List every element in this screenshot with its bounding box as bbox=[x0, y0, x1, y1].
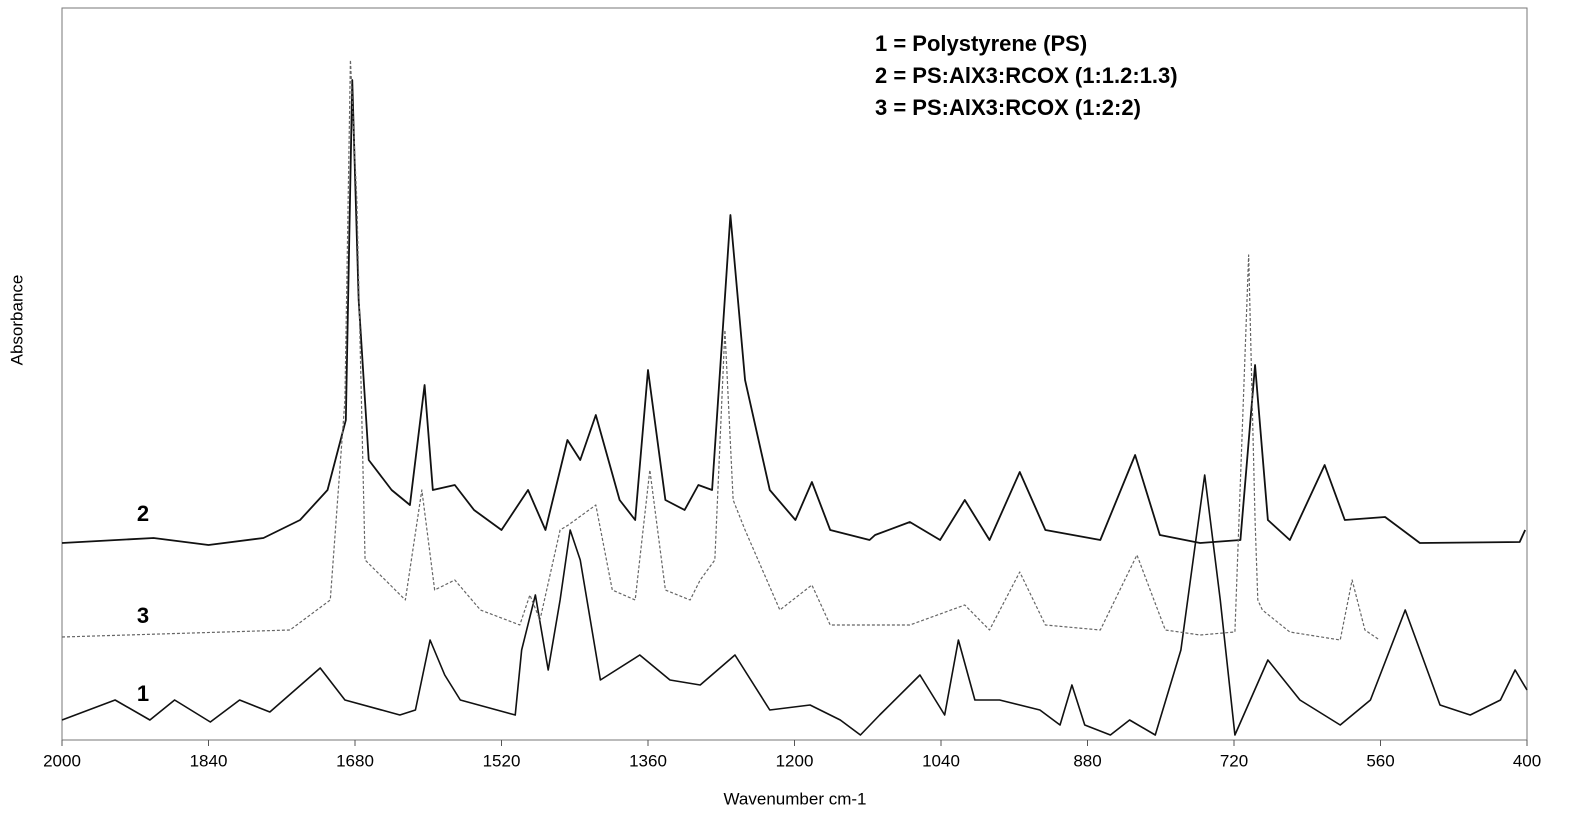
x-tick-label: 1360 bbox=[629, 751, 667, 770]
x-tick-label: 560 bbox=[1366, 751, 1394, 770]
x-tick-label: 880 bbox=[1073, 751, 1101, 770]
curve-label: 1 bbox=[137, 681, 149, 706]
x-tick-label: 1040 bbox=[922, 751, 960, 770]
curve-label: 3 bbox=[137, 603, 149, 628]
legend-entry: 2 = PS:AlX3:RCOX (1:1.2:1.3) bbox=[875, 63, 1178, 88]
plot-frame bbox=[61, 7, 1528, 741]
x-tick-label: 1680 bbox=[336, 751, 374, 770]
x-tick-label: 1520 bbox=[483, 751, 521, 770]
x-axis-label: Wavenumber cm-1 bbox=[724, 789, 867, 808]
y-axis-label: Absorbance bbox=[7, 275, 26, 366]
x-tick-label: 1840 bbox=[190, 751, 228, 770]
x-tick-label: 400 bbox=[1513, 751, 1541, 770]
x-tick-label: 2000 bbox=[43, 751, 81, 770]
spectrum-line bbox=[61, 79, 1526, 546]
legend-entry: 1 = Polystyrene (PS) bbox=[875, 31, 1087, 56]
legend-entry: 3 = PS:AlX3:RCOX (1:2:2) bbox=[875, 95, 1141, 120]
x-tick-label: 1200 bbox=[776, 751, 814, 770]
spectrum-line bbox=[61, 474, 1528, 736]
curve-label: 2 bbox=[137, 501, 149, 526]
x-tick-label: 720 bbox=[1220, 751, 1248, 770]
